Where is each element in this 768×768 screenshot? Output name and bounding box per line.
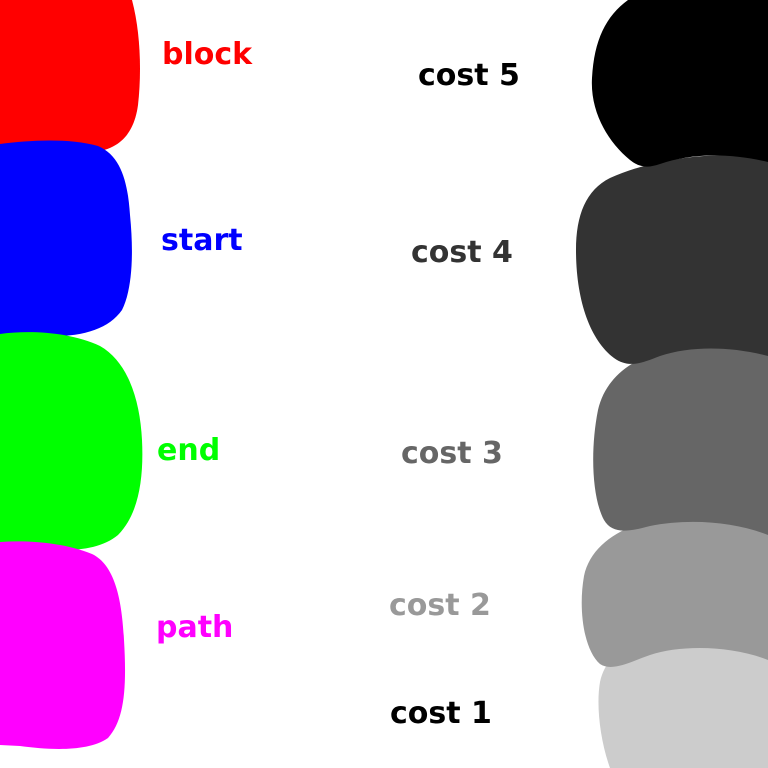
cost-4-swatch: [576, 155, 768, 364]
cost-5-swatch: [591, 0, 768, 167]
path-label: path: [156, 610, 234, 645]
cost-4-label: cost 4: [411, 235, 513, 270]
cost-2-swatch: [581, 515, 768, 667]
cost-1-swatch: [598, 638, 768, 768]
end-label: end: [157, 433, 221, 468]
cost-3-swatch: [593, 346, 768, 535]
start-label: start: [161, 223, 243, 258]
cost-5-label: cost 5: [418, 58, 520, 93]
cost-2-label: cost 2: [389, 588, 491, 623]
start-swatch: [0, 140, 132, 337]
path-swatch: [0, 541, 126, 749]
cost-3-label: cost 3: [401, 436, 503, 471]
cost-1-label: cost 1: [390, 696, 492, 731]
end-swatch: [0, 332, 143, 551]
block-swatch: [0, 0, 140, 152]
block-label: block: [162, 37, 253, 72]
